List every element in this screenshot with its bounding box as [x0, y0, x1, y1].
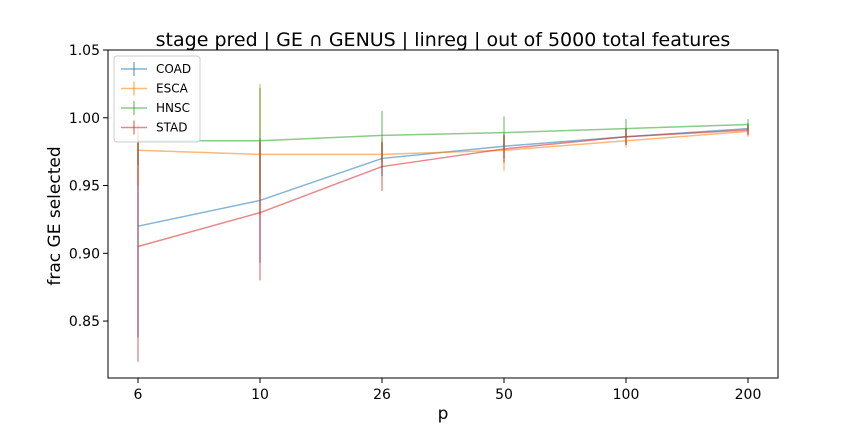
plot-area — [107, 49, 779, 379]
y-tick-label: 0.90 — [69, 246, 100, 262]
series-layer — [137, 83, 749, 362]
x-tick-label: 6 — [134, 387, 143, 403]
y-tick-label: 1.05 — [69, 43, 100, 59]
y-tick-label: 0.85 — [69, 314, 100, 330]
y-axis: 0.85 0.90 0.95 1.00 1.05 — [69, 43, 108, 330]
y-tick-label: 1.00 — [69, 111, 100, 127]
y-axis-label: frac GE selected — [45, 146, 65, 285]
legend-label-stad: STAD — [156, 121, 187, 135]
x-tick-label: 50 — [495, 387, 513, 403]
legend: COAD ESCA HNSC STAD — [113, 55, 201, 143]
series-line-hnsc — [138, 123, 749, 142]
x-axis-label: p — [438, 404, 449, 424]
y-tick-label: 0.95 — [69, 179, 100, 195]
legend-label-esca: ESCA — [156, 82, 189, 96]
x-axis: 6 10 26 50 100 200 — [134, 378, 762, 403]
x-tick-label: 10 — [251, 387, 269, 403]
legend-label-coad: COAD — [156, 62, 191, 76]
legend-frame — [113, 55, 201, 143]
x-tick-label: 26 — [373, 387, 391, 403]
x-tick-label: 100 — [613, 387, 640, 403]
series-line-stad — [137, 129, 749, 248]
legend-label-hnsc: HNSC — [156, 101, 190, 115]
series-stad — [137, 124, 749, 362]
x-tick-label: 200 — [735, 387, 762, 403]
series-line-esca — [137, 130, 749, 156]
chart-title: stage pred | GE ∩ GENUS | linreg | out o… — [156, 29, 731, 51]
